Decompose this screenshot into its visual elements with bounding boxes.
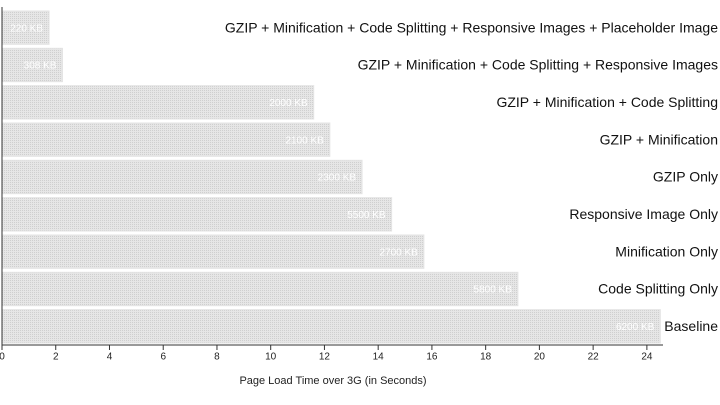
x-tick-label: 20: [534, 352, 546, 363]
x-tick-label: 14: [373, 352, 385, 363]
category-label: GZIP + Minification + Code Splitting: [496, 94, 718, 110]
bar-size-label: 2000 KB: [269, 98, 308, 109]
x-tick-label: 8: [214, 352, 220, 363]
x-tick-label: 2: [53, 352, 59, 363]
x-tick-label: 4: [107, 352, 113, 363]
category-label: Responsive Image Only: [569, 206, 718, 222]
bar-size-label: 2300 KB: [318, 173, 357, 184]
category-label: GZIP Only: [653, 169, 718, 185]
category-label: GZIP + Minification + Code Splitting + R…: [225, 19, 718, 35]
category-label: Baseline: [664, 318, 718, 334]
bar-size-label: 6200 KB: [616, 322, 655, 333]
bar: [1, 234, 425, 269]
bar-size-label: 2100 KB: [285, 135, 324, 146]
bar: [1, 47, 63, 83]
x-tick-label: 18: [480, 352, 492, 363]
x-tick-label: 10: [265, 352, 277, 363]
bar-size-label: 5800 KB: [474, 285, 513, 296]
x-axis-title: Page Load Time over 3G (in Seconds): [239, 375, 426, 387]
bar: [1, 159, 363, 195]
bar: [1, 309, 661, 344]
x-tick-label: 12: [319, 352, 331, 363]
bar-size-label: 308 KB: [24, 61, 57, 72]
bar-size-label: 2700 KB: [379, 247, 418, 258]
bar: [1, 85, 315, 120]
bar: [1, 122, 331, 157]
category-label: GZIP + Minification: [600, 131, 718, 147]
bar-size-label: 220 KB: [10, 23, 43, 34]
x-tick-label: 0: [0, 352, 5, 363]
x-tick-label: 22: [588, 352, 600, 363]
x-tick-label: 6: [160, 352, 166, 363]
x-tick-label: 16: [426, 352, 438, 363]
category-label: Minification Only: [615, 243, 718, 259]
category-label: Code Splitting Only: [598, 281, 718, 297]
bar: [1, 197, 393, 232]
x-tick-label: 24: [641, 352, 653, 363]
category-label: GZIP + Minification + Code Splitting + R…: [358, 57, 718, 73]
bar-size-label: 5500 KB: [347, 210, 386, 221]
bar: [1, 271, 519, 307]
